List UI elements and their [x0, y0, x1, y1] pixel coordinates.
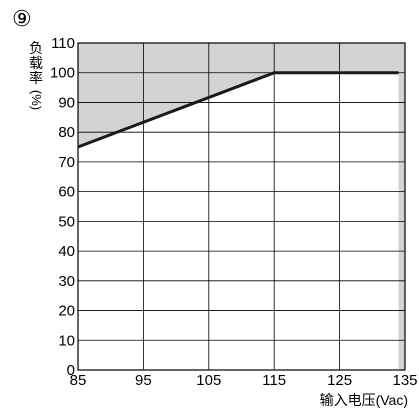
y-tick-label-40: 40: [58, 243, 75, 260]
y-tick-label-100: 100: [50, 65, 75, 82]
series-line-0: [77, 71, 399, 149]
grid-lines: [77, 42, 406, 371]
y-tick-label-90: 90: [58, 94, 75, 111]
y-tick-label-70: 70: [58, 154, 75, 171]
x-tick-label-95: 95: [135, 372, 152, 389]
plot-frame: [77, 42, 406, 371]
shaded-region-0: [78, 43, 405, 370]
x-tick-label-135: 135: [392, 372, 417, 389]
y-tick-label-20: 20: [58, 303, 75, 320]
y-tick-label-30: 30: [58, 273, 75, 290]
y-axis-title-char-1: 负: [29, 40, 43, 56]
x-tick-label-85: 85: [70, 372, 87, 389]
y-axis-title: 负 载 率 (%): [29, 40, 44, 110]
x-tick-labels: 85 95 105 115 125 135: [70, 372, 418, 389]
x-axis-title: 输入电压(Vac): [320, 392, 408, 408]
series-layer: [77, 71, 399, 149]
y-tick-label-0: 0: [67, 362, 75, 379]
y-tick-labels: 0 10 20 30 40 50 60 70 80 90 100 110: [50, 35, 75, 379]
x-tick-label-105: 105: [196, 372, 221, 389]
y-axis-title-char-3: 率: [29, 70, 43, 86]
figure-number: ⑨: [12, 6, 32, 31]
y-tick-label-10: 10: [58, 332, 75, 349]
x-tick-label-125: 125: [327, 372, 352, 389]
y-tick-label-60: 60: [58, 184, 75, 201]
y-tick-label-80: 80: [58, 124, 75, 141]
y-axis-title-char-2: 载: [29, 55, 43, 71]
derating-shaded-area: [78, 43, 405, 370]
y-tick-label-50: 50: [58, 213, 75, 230]
y-axis-title-unit: (%): [29, 90, 44, 110]
x-tick-label-115: 115: [262, 372, 286, 389]
y-tick-label-110: 110: [51, 35, 75, 52]
